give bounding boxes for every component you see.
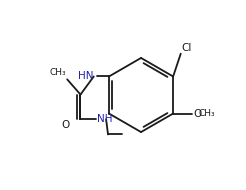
Text: HN: HN [78,70,94,81]
Text: Cl: Cl [182,43,192,53]
Text: O: O [193,108,201,119]
Text: O: O [62,120,70,130]
Text: CH₃: CH₃ [50,68,66,78]
Text: CH₃: CH₃ [199,109,215,118]
Text: NH: NH [97,114,112,124]
